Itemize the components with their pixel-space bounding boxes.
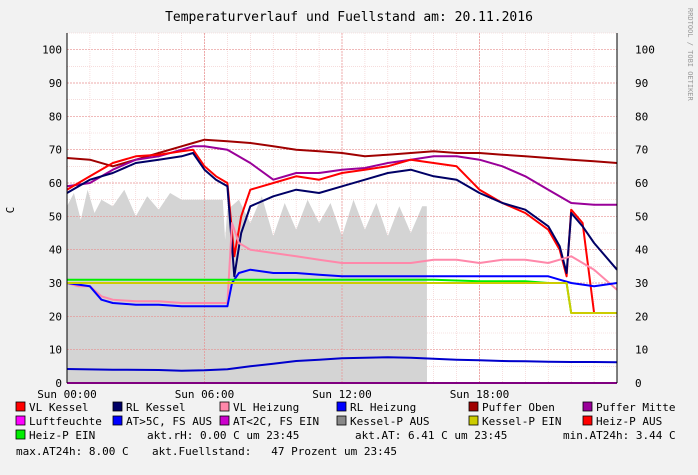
series-line-puffer-oben	[66, 138, 618, 168]
status-fuellstand: akt.Fuellstand: 47 Prozent um 23:45	[152, 445, 397, 458]
status-min: min.AT24h: 3.44 C	[563, 429, 676, 442]
series-line-rl-heizung	[66, 268, 618, 308]
legend-label: Puffer Mitte	[596, 401, 675, 414]
legend-swatch	[468, 415, 479, 426]
y-tick-label-right: 20	[635, 310, 648, 323]
y-axis-label: C	[4, 207, 17, 214]
status-rh: akt.rH: 0.00 C um 23:45	[147, 429, 299, 442]
legend-swatch	[219, 401, 230, 412]
x-tick-label: Sun 00:00	[37, 388, 97, 401]
status-at: akt.AT: 6.41 C um 23:45	[355, 429, 507, 442]
y-tick-label-right: 90	[635, 77, 648, 90]
y-tick-label-right: 80	[635, 110, 648, 123]
legend-swatch	[336, 415, 347, 426]
series-line-at-5c-fs-aus	[66, 356, 618, 372]
series-line-vl-kessel	[66, 148, 617, 314]
series-line-rl-kessel	[66, 152, 618, 278]
y-tick-label-left: 100	[42, 44, 62, 57]
legend-swatch	[15, 415, 26, 426]
y-tick-label-right: 100	[635, 44, 655, 57]
y-tick-label-right: 50	[635, 210, 648, 223]
legend-label: VL Kessel	[29, 401, 89, 414]
y-tick-label-right: 40	[635, 244, 648, 257]
y-tick-label-right: 60	[635, 177, 648, 190]
legend-label: Kessel-P EIN	[482, 415, 561, 428]
y-tick-label-right: 0	[635, 377, 642, 390]
x-tick-label: Sun 06:00	[175, 388, 235, 401]
legend-label: AT<2C, FS EIN	[233, 415, 319, 428]
x-tick-label: Sun 12:00	[312, 388, 372, 401]
y-tick-label-left: 40	[49, 244, 62, 257]
series-line-puffer-mitte	[66, 145, 617, 206]
legend-label: Heiz-P EIN	[29, 429, 95, 442]
legend-swatch	[336, 401, 347, 412]
y-tick-label-left: 80	[49, 110, 62, 123]
y-tick-label-right: 10	[635, 344, 648, 357]
y-tick-label-left: 20	[49, 310, 62, 323]
y-tick-label-left: 0	[55, 377, 62, 390]
series-line-kessel-p-ein	[67, 282, 617, 314]
watermark: RRDTOOL / TOBI OETIKER	[686, 8, 694, 102]
legend-label: RL Heizung	[350, 401, 416, 414]
legend-label: Heiz-P AUS	[596, 415, 662, 428]
legend-label: Luftfeuchte	[29, 415, 102, 428]
legend-swatch	[219, 415, 230, 426]
y-tick-label-left: 10	[49, 344, 62, 357]
legend-swatch	[15, 401, 26, 412]
y-tick-label-left: 30	[49, 277, 62, 290]
legend-label: RL Kessel	[126, 401, 186, 414]
legend-swatch	[582, 415, 593, 426]
y-tick-label-right: 30	[635, 277, 648, 290]
status-max: max.AT24h: 8.00 C	[16, 445, 129, 458]
y-tick-label-left: 60	[49, 177, 62, 190]
x-tick-label: Sun 18:00	[450, 388, 510, 401]
legend-label: AT>5C, FS AUS	[126, 415, 212, 428]
y-tick-label-left: 70	[49, 144, 62, 157]
legend-label: Kessel-P AUS	[350, 415, 429, 428]
y-tick-label-right: 70	[635, 144, 648, 157]
area-kessel-p-aus	[67, 189, 428, 383]
legend-swatch	[112, 401, 123, 412]
legend-swatch	[582, 401, 593, 412]
legend-swatch	[468, 401, 479, 412]
y-tick-label-left: 50	[49, 210, 62, 223]
legend-label: VL Heizung	[233, 401, 299, 414]
series-line-vl-heizung	[66, 222, 618, 304]
chart-title: Temperaturverlauf und Fuellstand am: 20.…	[165, 10, 533, 25]
y-tick-label-left: 90	[49, 77, 62, 90]
legend-label: Puffer Oben	[482, 401, 555, 414]
legend-swatch	[15, 429, 26, 440]
legend-swatch	[112, 415, 123, 426]
